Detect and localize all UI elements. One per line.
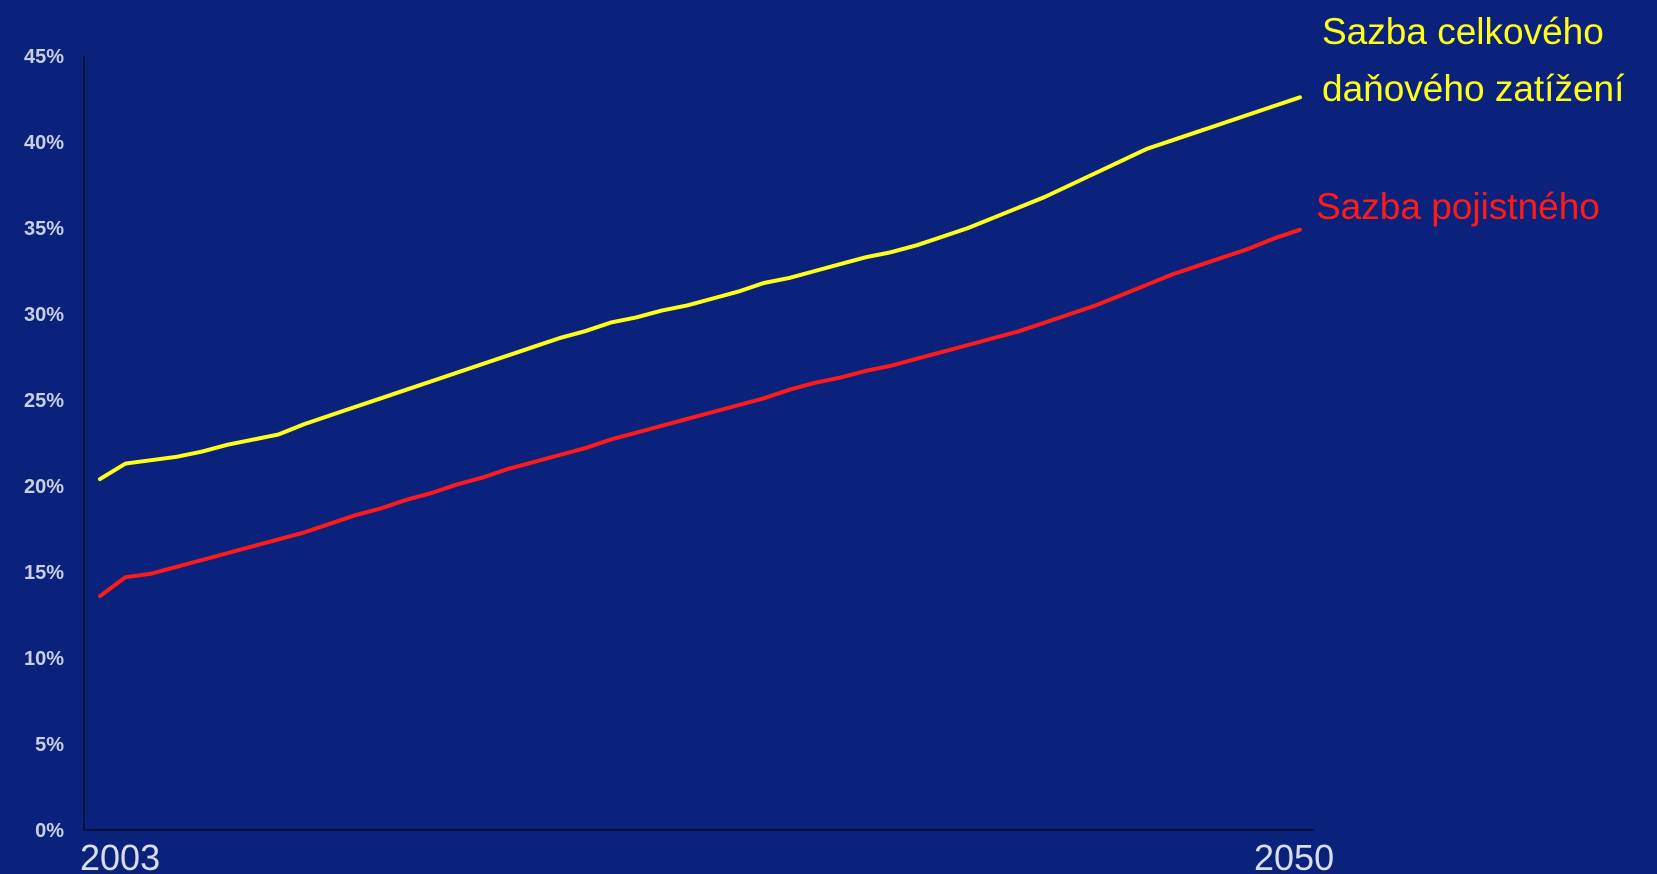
y-tick-label: 25% [24, 390, 64, 412]
series-line-insurance-rate [98, 227, 1302, 599]
series-lines [98, 95, 1302, 599]
series-label-insurance-rate: Sazba pojistného [1316, 186, 1600, 227]
y-tick-label: 20% [24, 476, 64, 498]
x-tick-label-end: 2050 [1254, 837, 1334, 874]
series-label-total-tax-rate-line1: Sazba celkového [1322, 11, 1604, 52]
y-tick-labels: 0% 5% 10% 15% 20% 25% 30% 35% 40% 45% [24, 46, 64, 842]
axes [83, 56, 1314, 831]
y-tick-label: 15% [24, 562, 64, 584]
series-label-total-tax-rate-line2: daňového zatížení [1322, 68, 1625, 109]
y-tick-label: 35% [24, 218, 64, 240]
y-tick-label: 10% [24, 648, 64, 670]
y-tick-label: 5% [35, 734, 64, 756]
y-tick-label: 0% [35, 820, 64, 842]
y-tick-label: 40% [24, 132, 64, 154]
x-tick-label-start: 2003 [80, 837, 160, 874]
x-tick-labels: 2003 2050 [80, 837, 1334, 874]
series-line-total-tax-rate [98, 95, 1302, 482]
y-tick-label: 45% [24, 46, 64, 68]
series-labels: Sazba celkového daňového zatížení Sazba … [1316, 11, 1625, 227]
y-tick-label: 30% [24, 304, 64, 326]
